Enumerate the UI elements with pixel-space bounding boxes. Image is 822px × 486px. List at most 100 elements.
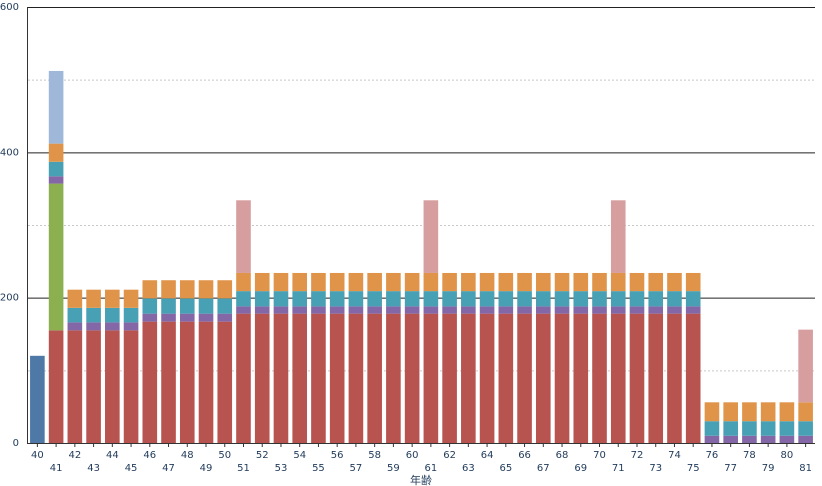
bar-segment xyxy=(48,70,64,144)
bar-segment xyxy=(86,330,101,443)
bar-segment xyxy=(198,313,214,322)
bar-segment xyxy=(779,402,795,422)
bar-segment xyxy=(461,306,476,314)
bar-segment xyxy=(629,313,645,443)
x-tick-label: 59 xyxy=(387,463,400,474)
bar-segment xyxy=(648,313,664,443)
bar-segment xyxy=(667,313,682,443)
x-tick-label: 40 xyxy=(31,450,44,461)
x-tick-label: 76 xyxy=(706,450,719,461)
x-tick-label: 63 xyxy=(462,463,475,474)
bar-segment xyxy=(685,272,701,292)
x-tick-label: 46 xyxy=(143,450,156,461)
bar-segment xyxy=(142,280,158,299)
x-tick-label: 54 xyxy=(293,450,306,461)
bar-segment xyxy=(517,272,532,292)
bar-segment xyxy=(648,306,664,314)
bar-segment xyxy=(161,313,176,322)
bar-segment xyxy=(442,313,457,443)
bar-segment xyxy=(610,291,626,307)
bar-segment xyxy=(592,272,607,292)
x-tick-label: 70 xyxy=(593,450,606,461)
bar-segment xyxy=(423,200,439,273)
bar-segment xyxy=(798,402,813,422)
bar-segment xyxy=(461,313,476,443)
bar-segment xyxy=(348,272,364,292)
x-tick-label: 71 xyxy=(612,463,625,474)
bar-segment xyxy=(236,272,251,292)
bar-segment xyxy=(179,313,195,322)
bar-segment xyxy=(217,321,233,443)
bar-segment xyxy=(273,272,289,292)
bar-segment xyxy=(123,289,139,308)
bar-segment xyxy=(517,291,532,307)
bar-segment xyxy=(442,306,457,314)
bar-segment xyxy=(86,307,101,323)
bar-segment xyxy=(479,291,495,307)
bar-segment xyxy=(386,306,401,314)
x-tick-label: 66 xyxy=(518,450,531,461)
bar-segment xyxy=(610,313,626,443)
bar-segment xyxy=(498,272,514,292)
bar-segment xyxy=(254,313,270,443)
bar-segment xyxy=(573,291,589,307)
bar-segment xyxy=(105,289,120,308)
bar-segment xyxy=(517,313,532,443)
bar-segment xyxy=(760,421,776,436)
x-tick-label: 57 xyxy=(350,463,363,474)
bar-segment xyxy=(386,313,401,443)
bar-segment xyxy=(273,306,289,314)
bar-segment xyxy=(629,272,645,292)
y-tick-label: 400 xyxy=(0,147,19,158)
bar-segment xyxy=(479,306,495,314)
bar-segment xyxy=(86,289,101,308)
bar-segment xyxy=(179,321,195,443)
bar-segment xyxy=(704,402,720,422)
x-tick-label: 45 xyxy=(125,463,138,474)
x-tick-label: 75 xyxy=(687,463,700,474)
bar-segment xyxy=(142,321,158,443)
bar-segment xyxy=(667,291,682,307)
bar-segment xyxy=(123,330,139,443)
x-tick-label: 72 xyxy=(631,450,644,461)
bar-segment xyxy=(404,291,420,307)
bar-segment xyxy=(554,306,570,314)
bar-segment xyxy=(329,313,345,443)
bar-segment xyxy=(142,313,158,322)
bar-segment xyxy=(760,435,776,443)
bar-segment xyxy=(348,306,364,314)
bar-segment xyxy=(629,306,645,314)
bar-segment xyxy=(723,402,738,422)
bar-segment xyxy=(236,291,251,307)
bar-segment xyxy=(179,298,195,314)
x-tick-label: 55 xyxy=(312,463,325,474)
bar-segment xyxy=(236,313,251,443)
bar-segment xyxy=(423,313,439,443)
bar-segment xyxy=(592,306,607,314)
axes xyxy=(27,7,815,444)
x-tick-label: 65 xyxy=(499,463,512,474)
x-tick-label: 49 xyxy=(200,463,213,474)
x-tick-label: 60 xyxy=(406,450,419,461)
bar-segment xyxy=(685,291,701,307)
bar-segment xyxy=(292,272,308,292)
x-tick-label: 61 xyxy=(425,463,438,474)
x-tick-labels: 40 41 42 43 44 45 46 47 48 49 50 51 52 53 54 55 56 57 58 59… xyxy=(31,443,812,474)
bar-segment xyxy=(648,291,664,307)
x-tick-label: 78 xyxy=(743,450,756,461)
bar-segment xyxy=(329,306,345,314)
bar-segment xyxy=(535,272,551,292)
bar-segment xyxy=(105,307,120,323)
bar-segment xyxy=(535,313,551,443)
bar-segment xyxy=(629,291,645,307)
bar-segment xyxy=(517,306,532,314)
x-tick-label: 79 xyxy=(762,463,775,474)
bar-segment xyxy=(610,272,626,292)
bar-segment xyxy=(367,306,382,314)
x-tick-label: 47 xyxy=(162,463,175,474)
bar-segment xyxy=(367,313,382,443)
bar-segment xyxy=(798,435,813,443)
bar-segment xyxy=(311,272,326,292)
bar-segment xyxy=(142,298,158,314)
bar-segment xyxy=(67,322,83,331)
